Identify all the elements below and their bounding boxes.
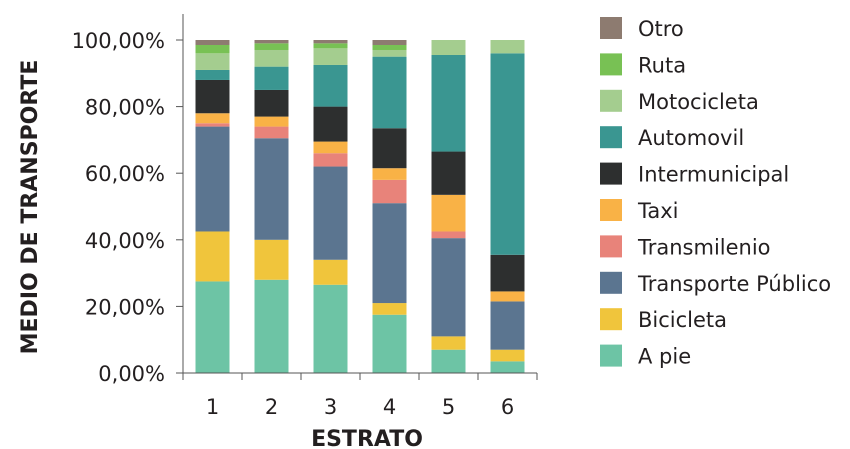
- y-axis-ticks: 0,00% 20,00% 40,00% 60,00% 80,00% 100,00%: [72, 29, 183, 386]
- y-tick-label: 0,00%: [98, 362, 165, 386]
- bar-segment: [372, 49, 407, 57]
- bar-segment: [431, 194, 466, 232]
- legend-swatch: [600, 17, 622, 39]
- legend-swatch: [600, 199, 622, 221]
- bar-segment: [372, 40, 407, 45]
- bar-segment: [313, 48, 348, 65]
- bar-segment: [431, 54, 466, 152]
- bar-segment: [431, 151, 466, 195]
- bar-segment: [313, 64, 348, 107]
- bar-segment: [195, 44, 230, 54]
- bar-segment: [313, 153, 348, 167]
- bar-segment: [254, 138, 289, 240]
- bar-segment: [431, 336, 466, 350]
- bar-segment: [372, 303, 407, 315]
- bar-segment: [490, 53, 525, 255]
- legend-swatch: [600, 308, 622, 331]
- x-tick-label: 1: [206, 395, 219, 419]
- bar-segment: [313, 106, 348, 142]
- axes: [182, 14, 537, 374]
- bar-segment: [313, 141, 348, 154]
- bar-segment: [490, 349, 525, 362]
- y-axis-title: MEDIO DE TRANSPORTE: [18, 60, 43, 355]
- bar-segment: [195, 40, 230, 45]
- bar-segment: [254, 66, 289, 90]
- bar-segment: [313, 166, 348, 260]
- bar-segment: [431, 349, 466, 373]
- bar-segment: [195, 123, 230, 127]
- legend-swatch: [600, 126, 622, 149]
- x-axis-ticks: 1 2 3 4 5 6: [182, 373, 538, 419]
- bar-segment: [372, 168, 407, 180]
- x-tick-label: 5: [442, 395, 455, 419]
- bar-segment: [313, 43, 348, 49]
- bar-segment: [372, 128, 407, 169]
- y-tick-label: 20,00%: [85, 295, 165, 319]
- bar-segment: [195, 113, 230, 124]
- bar-segment: [431, 231, 466, 239]
- legend-label: Automovil: [638, 126, 744, 150]
- bar-segment: [490, 291, 525, 302]
- x-axis-title: ESTRATO: [311, 427, 423, 449]
- legend-label: Motocicleta: [638, 90, 759, 114]
- x-tick-label: 3: [324, 395, 337, 419]
- legend-swatch: [600, 89, 622, 112]
- bar-segment: [254, 40, 289, 44]
- legend: Otro Ruta Motocicleta Automovil Intermunicip…: [600, 17, 831, 369]
- bar-segment: [431, 40, 466, 55]
- legend-label: Taxi: [637, 199, 678, 223]
- bar-segment: [195, 231, 230, 282]
- legend-label: A pie: [638, 345, 691, 369]
- legend-swatch: [600, 53, 622, 76]
- bar-segment: [313, 40, 348, 44]
- x-tick-label: 6: [501, 395, 514, 419]
- bar-segment: [372, 314, 407, 373]
- bar-segment: [254, 116, 289, 127]
- bar-segment: [254, 43, 289, 50]
- y-tick-label: 60,00%: [85, 162, 165, 186]
- y-tick-label: 80,00%: [85, 96, 165, 120]
- bar-segment: [313, 284, 348, 373]
- bar-segment: [254, 126, 289, 139]
- bar-segment: [313, 259, 348, 285]
- legend-label: Otro: [638, 17, 684, 41]
- legend-label: Transmilenio: [637, 235, 771, 259]
- bar-segment: [490, 361, 525, 373]
- y-tick-label: 40,00%: [85, 229, 165, 253]
- legend-label: Transporte Público: [637, 272, 831, 296]
- bar-segment: [372, 56, 407, 129]
- bar-segment: [254, 279, 289, 373]
- x-tick-label: 4: [383, 395, 396, 419]
- bar-segment: [372, 203, 407, 304]
- legend-swatch: [600, 162, 622, 185]
- legend-label: Intermunicipal: [638, 163, 789, 187]
- bar-segment: [195, 126, 230, 232]
- bar-segment: [195, 69, 230, 80]
- legend-swatch: [600, 344, 622, 367]
- y-tick-label: 100,00%: [72, 29, 165, 53]
- bar-segment: [490, 40, 525, 54]
- bars: [195, 40, 525, 373]
- x-tick-label: 2: [265, 395, 278, 419]
- legend-label: Bicicleta: [638, 308, 727, 332]
- bar-segment: [372, 179, 407, 204]
- bar-segment: [490, 301, 525, 350]
- legend-swatch: [600, 271, 622, 294]
- bar-segment: [372, 44, 407, 50]
- bar-segment: [195, 53, 230, 70]
- bar-segment: [195, 281, 230, 373]
- bar-segment: [195, 79, 230, 114]
- y-axis-title-group: MEDIO DE TRANSPORTE: [18, 60, 43, 355]
- bar-segment: [254, 89, 289, 117]
- bar-segment: [431, 238, 466, 337]
- bar-segment: [490, 254, 525, 292]
- bar-segment: [254, 239, 289, 280]
- legend-label: Ruta: [638, 53, 686, 77]
- legend-swatch: [600, 235, 622, 258]
- bar-segment: [254, 49, 289, 67]
